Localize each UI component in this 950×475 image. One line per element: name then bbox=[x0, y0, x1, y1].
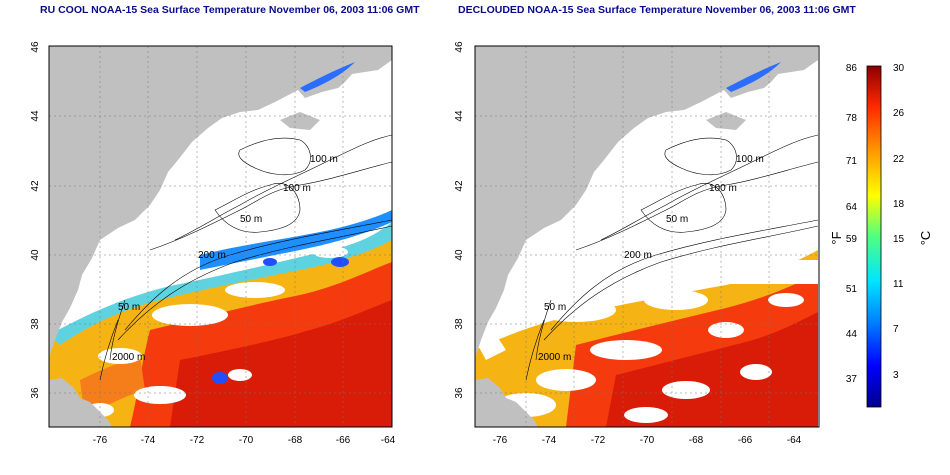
contour-label-50m-b: 50 m bbox=[118, 302, 140, 313]
lon-tick: -68 bbox=[288, 435, 303, 446]
celsius-tick: 26 bbox=[893, 108, 905, 119]
lon-tick: -74 bbox=[542, 435, 557, 446]
contour-label-50m-a: 50 m bbox=[240, 214, 262, 225]
right-lat-axis: 46 44 42 40 38 36 bbox=[454, 41, 465, 399]
left-lat-axis: 46 44 42 40 38 36 bbox=[30, 41, 41, 399]
contour-label-100m-a: 100 m bbox=[736, 154, 764, 165]
lon-tick: -64 bbox=[787, 435, 802, 446]
colorbar-fahrenheit-ticks: 86 78 71 64 59 51 44 37 bbox=[846, 63, 858, 385]
right-map-title: DECLOUDED NOAA-15 Sea Surface Temperatur… bbox=[458, 4, 856, 16]
contour-label-2000m: 2000 m bbox=[538, 352, 571, 363]
fahrenheit-tick: 86 bbox=[846, 63, 858, 74]
right-map-frame bbox=[474, 45, 820, 428]
lat-tick: 38 bbox=[454, 318, 465, 330]
lon-tick: -76 bbox=[493, 435, 508, 446]
lon-tick: -72 bbox=[190, 435, 205, 446]
contour-label-50m-b: 50 m bbox=[544, 302, 566, 313]
lat-tick: 44 bbox=[454, 110, 465, 122]
celsius-unit-label: °C bbox=[918, 231, 933, 246]
left-map-frame bbox=[48, 45, 393, 428]
fahrenheit-tick: 59 bbox=[846, 234, 858, 245]
right-lon-axis: -76 -74 -72 -70 -68 -66 -64 bbox=[493, 435, 802, 446]
contour-label-2000m: 2000 m bbox=[112, 352, 145, 363]
celsius-tick: 15 bbox=[893, 234, 905, 245]
colorbar-celsius-ticks: 30 26 22 18 15 11 7 3 bbox=[893, 63, 905, 381]
lat-tick: 46 bbox=[454, 41, 465, 53]
right-map-panel bbox=[475, 46, 819, 427]
lon-tick: -66 bbox=[336, 435, 351, 446]
contour-label-100m-b: 100 m bbox=[283, 183, 311, 194]
celsius-tick: 7 bbox=[893, 324, 899, 335]
colorbar bbox=[866, 65, 882, 408]
fahrenheit-tick: 78 bbox=[846, 113, 858, 124]
fahrenheit-unit-label: °F bbox=[829, 231, 844, 244]
lon-tick: -70 bbox=[239, 435, 254, 446]
contour-label-200m: 200 m bbox=[624, 250, 652, 261]
celsius-tick: 22 bbox=[893, 154, 905, 165]
lon-tick: -72 bbox=[591, 435, 606, 446]
lat-tick: 46 bbox=[30, 41, 41, 53]
contour-label-200m: 200 m bbox=[198, 250, 226, 261]
lon-tick: -70 bbox=[640, 435, 655, 446]
left-lon-axis: -76 -74 -72 -70 -68 -66 -64 bbox=[93, 435, 396, 446]
lon-tick: -74 bbox=[141, 435, 156, 446]
left-map-title: RU COOL NOAA-15 Sea Surface Temperature … bbox=[40, 4, 420, 16]
lon-tick: -68 bbox=[689, 435, 704, 446]
left-map-panel bbox=[49, 46, 392, 427]
celsius-tick: 30 bbox=[893, 63, 905, 74]
lon-tick: -64 bbox=[381, 435, 396, 446]
lat-tick: 40 bbox=[454, 249, 465, 261]
celsius-tick: 3 bbox=[893, 370, 899, 381]
fahrenheit-tick: 44 bbox=[846, 329, 858, 340]
fahrenheit-tick: 37 bbox=[846, 374, 858, 385]
fahrenheit-tick: 64 bbox=[846, 202, 858, 213]
lat-tick: 42 bbox=[30, 180, 41, 192]
lon-tick: -66 bbox=[738, 435, 753, 446]
contour-label-100m-b: 100 m bbox=[709, 183, 737, 194]
lat-tick: 44 bbox=[30, 110, 41, 122]
fahrenheit-tick: 71 bbox=[846, 156, 858, 167]
lat-tick: 38 bbox=[30, 318, 41, 330]
celsius-tick: 11 bbox=[893, 279, 904, 290]
lat-tick: 42 bbox=[454, 180, 465, 192]
contour-label-100m-a: 100 m bbox=[310, 154, 338, 165]
lat-tick: 36 bbox=[454, 387, 465, 399]
celsius-tick: 18 bbox=[893, 199, 905, 210]
lat-tick: 40 bbox=[30, 249, 41, 261]
lon-tick: -76 bbox=[93, 435, 108, 446]
fahrenheit-tick: 51 bbox=[846, 284, 858, 295]
contour-label-50m-a: 50 m bbox=[666, 214, 688, 225]
lat-tick: 36 bbox=[30, 387, 41, 399]
